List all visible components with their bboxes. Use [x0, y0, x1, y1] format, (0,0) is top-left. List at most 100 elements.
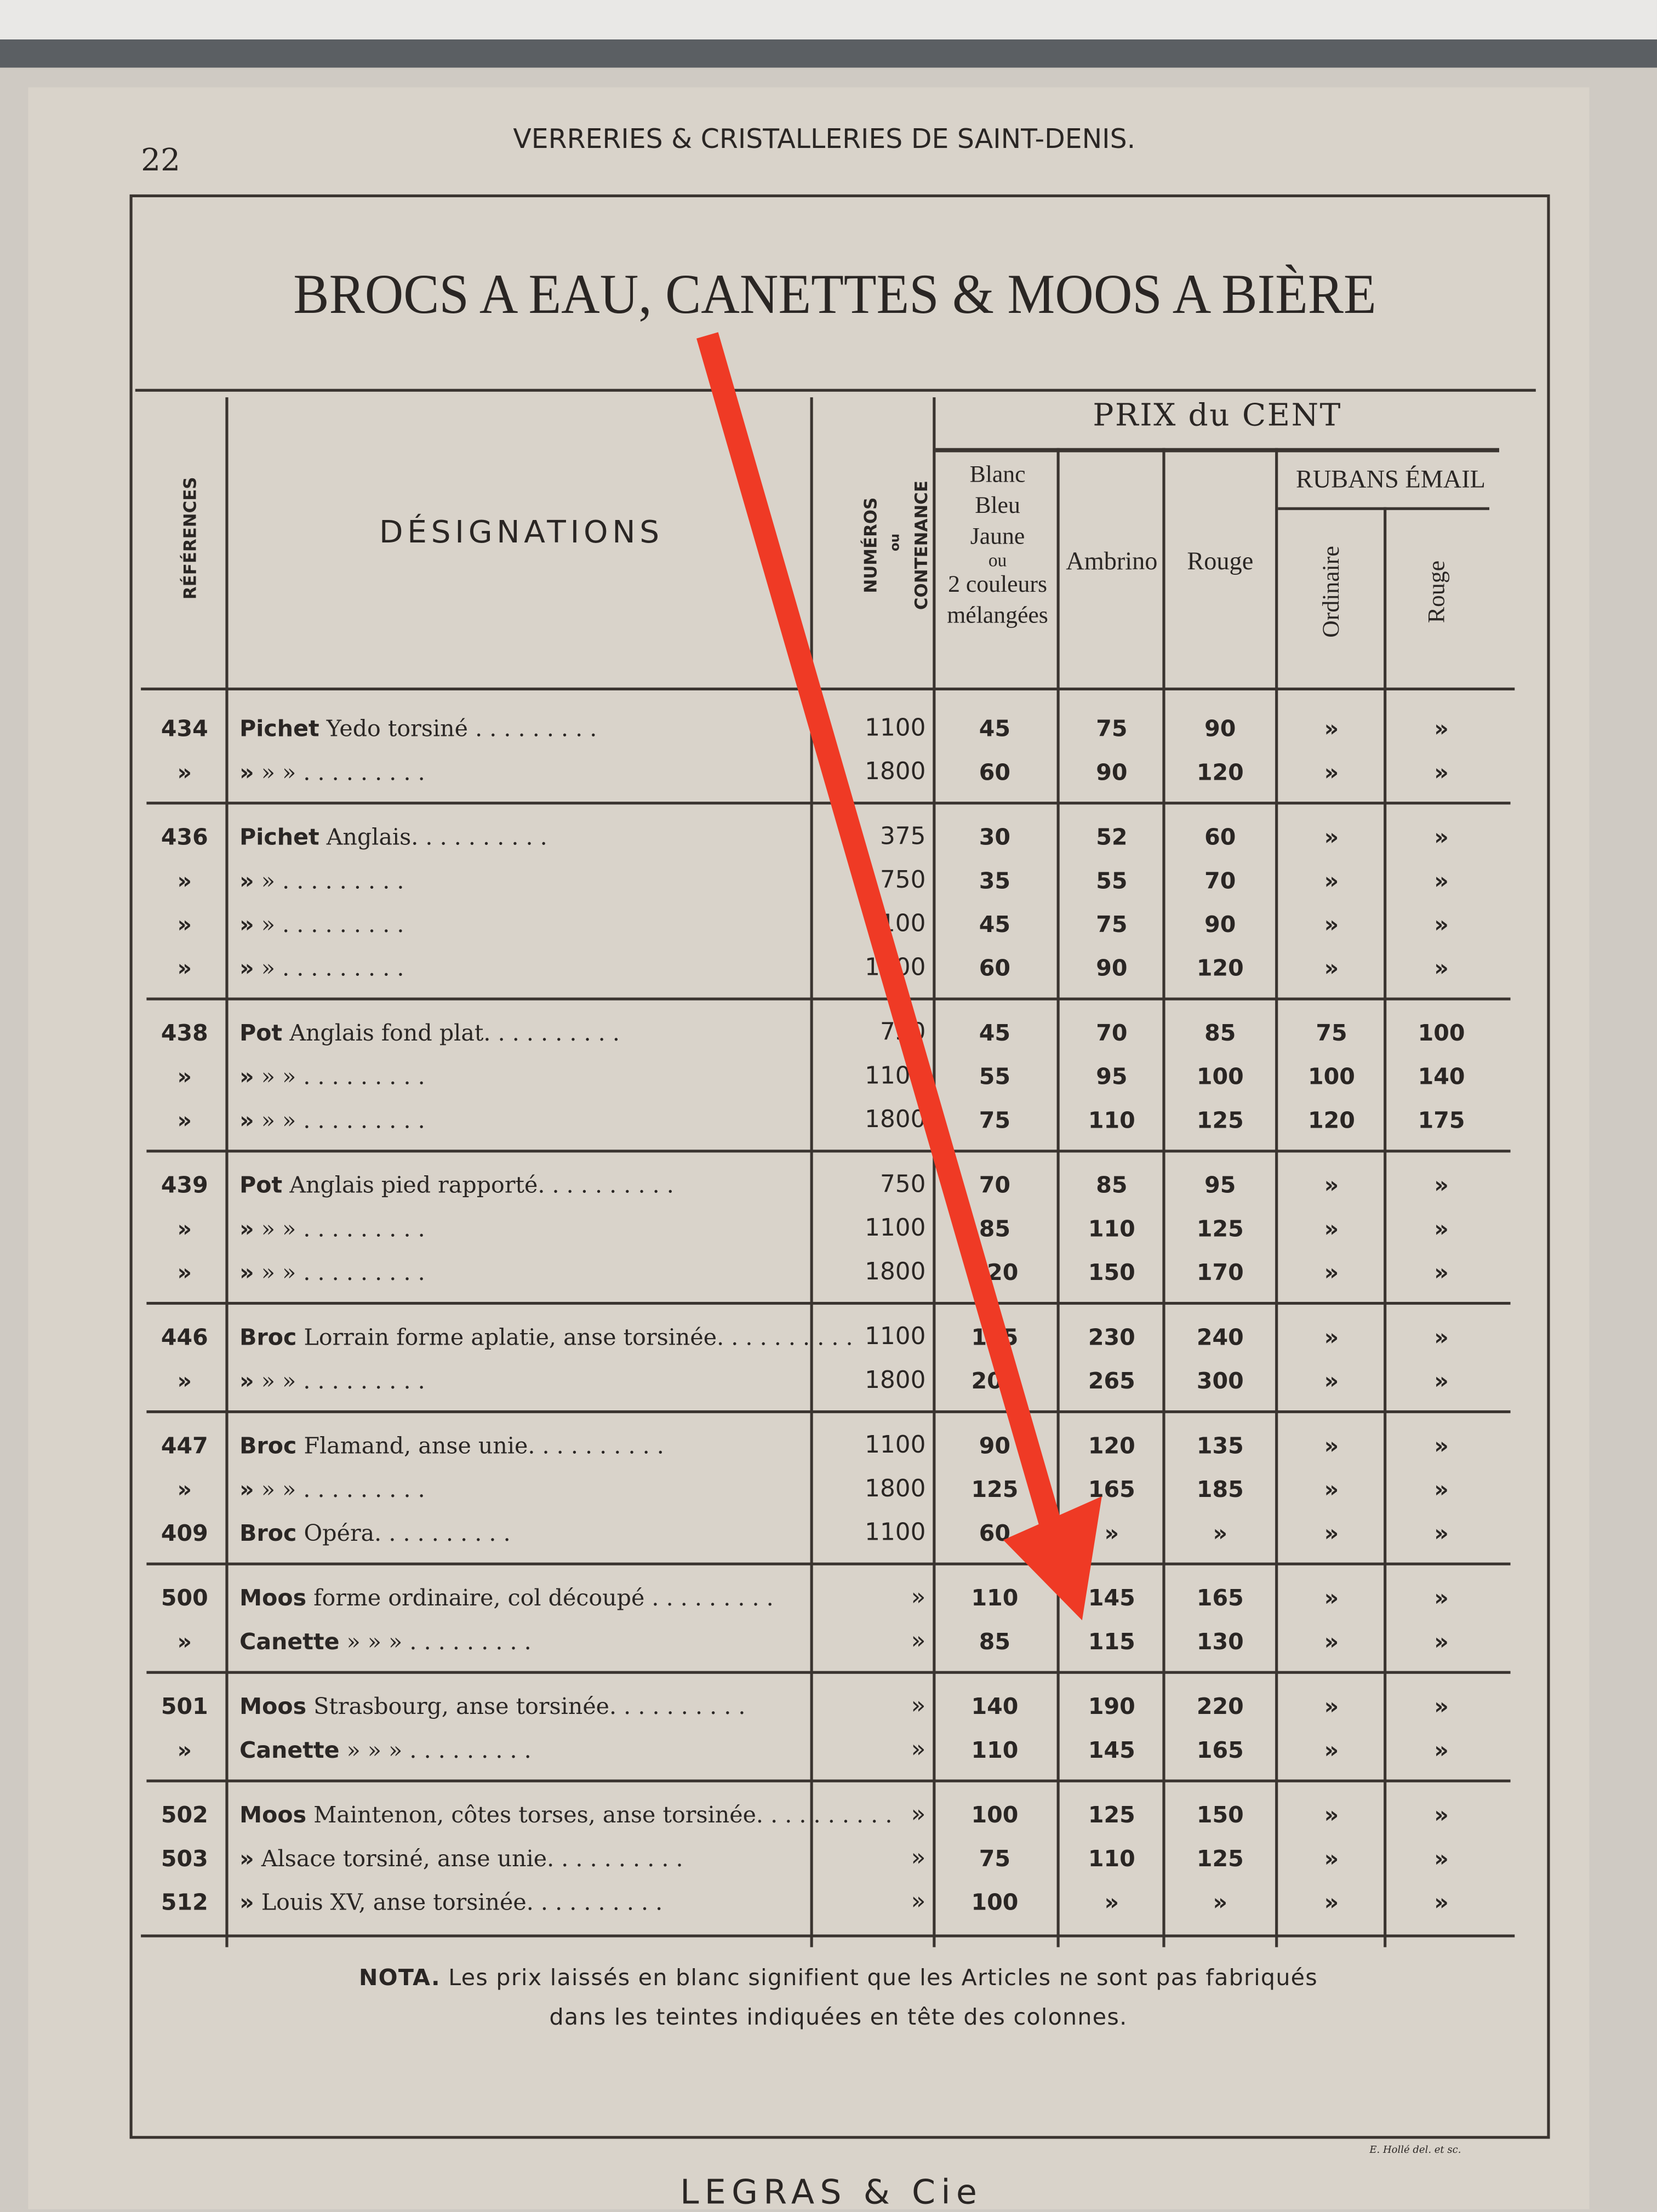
- designation: Broc Opéra. . . . . . . . . .: [239, 1519, 511, 1547]
- designation-name: »: [239, 758, 254, 786]
- designation: » » » . . . . . . . . .: [239, 1215, 425, 1242]
- price: »: [1434, 1432, 1449, 1459]
- designation-name: »: [239, 1476, 254, 1503]
- price: 110: [1088, 1215, 1135, 1242]
- table-title: BROCS A EAU, CANETTES & MOOS A BIÈRE: [293, 262, 1376, 325]
- column-header-line: ou: [988, 549, 1007, 571]
- designation-detail: Lorrain forme aplatie, anse torsinée.: [304, 1323, 724, 1351]
- nota-text: Les prix laissés en blanc signifient que…: [448, 1964, 1318, 1991]
- price: 140: [1418, 1063, 1465, 1090]
- page-sheet: [28, 87, 1590, 2209]
- price: 75: [979, 1845, 1011, 1872]
- price: »: [1324, 1736, 1339, 1764]
- price: »: [1324, 1171, 1339, 1198]
- designation-name: »: [239, 1106, 254, 1134]
- nota-text: dans les teintes indiquées en tête des c…: [549, 2003, 1128, 2031]
- rule: [146, 1410, 1511, 1414]
- designation-detail: » »: [261, 1106, 296, 1134]
- nota-label: NOTA.: [358, 1964, 441, 1991]
- price: 140: [971, 1693, 1019, 1720]
- price: 110: [971, 1736, 1019, 1764]
- price: »: [1434, 1693, 1449, 1720]
- designation: » » » . . . . . . . . .: [239, 758, 425, 786]
- footer: LEGRAS & Cie: [680, 2173, 983, 2212]
- nota: NOTA. Les prix laissés en blanc signifie…: [141, 1964, 1536, 1991]
- price: 85: [979, 1628, 1011, 1655]
- price: »: [1324, 1845, 1339, 1872]
- designation-name: Canette: [239, 1628, 340, 1655]
- price: »: [1434, 1476, 1449, 1503]
- capacity: 375: [879, 822, 926, 851]
- reference: 501: [161, 1693, 208, 1720]
- price: »: [1324, 1888, 1339, 1916]
- price: 185: [1196, 1476, 1244, 1503]
- price: 85: [979, 1215, 1011, 1242]
- rule: [146, 1779, 1511, 1782]
- price: »: [1434, 1736, 1449, 1764]
- rule: [146, 802, 1511, 805]
- reference: 439: [161, 1171, 208, 1198]
- price: »: [1324, 954, 1339, 981]
- designation-detail: Yedo torsiné: [326, 715, 468, 742]
- designation: Pot Anglais pied rapporté. . . . . . . .…: [239, 1171, 674, 1198]
- reference: 502: [161, 1801, 208, 1828]
- price: 240: [1196, 1323, 1244, 1351]
- price: 70: [1204, 867, 1236, 894]
- price: 230: [1088, 1323, 1135, 1351]
- designation-name: Moos: [239, 1584, 307, 1611]
- price: 165: [1088, 1476, 1135, 1503]
- price: »: [1213, 1888, 1228, 1916]
- price: 35: [979, 867, 1011, 894]
- designation: » » » . . . . . . . . .: [239, 1106, 425, 1134]
- designation-name: »: [239, 867, 254, 894]
- rule: [135, 388, 1536, 392]
- price: »: [1324, 1476, 1339, 1503]
- price: 120: [1196, 758, 1244, 786]
- designation-name: Broc: [239, 1323, 297, 1351]
- price: »: [1324, 1801, 1339, 1828]
- designation-detail: » »: [261, 1063, 296, 1090]
- column-header: Rouge: [1187, 546, 1254, 575]
- reference: »: [177, 1476, 192, 1503]
- price: 100: [971, 1888, 1019, 1916]
- designation-name: »: [239, 1259, 254, 1286]
- column-header: RUBANS ÉMAIL: [1296, 465, 1485, 493]
- rule: [146, 1301, 1511, 1305]
- reference: »: [177, 758, 192, 786]
- capacity: 1100: [865, 1431, 926, 1460]
- capacity: 1800: [865, 1106, 926, 1134]
- designation-detail: » »: [261, 1476, 296, 1503]
- designation-detail: Anglais.: [326, 823, 419, 850]
- price: 100: [1196, 1063, 1244, 1090]
- capacity: 1800: [865, 1258, 926, 1287]
- price: 60: [1204, 823, 1236, 850]
- reference: »: [177, 1628, 192, 1655]
- price: »: [1324, 823, 1339, 850]
- price: 52: [1096, 823, 1128, 850]
- designation: » » . . . . . . . . .: [239, 954, 404, 981]
- price: 75: [1096, 715, 1128, 742]
- price: 220: [1196, 1693, 1244, 1720]
- price: 120: [1196, 954, 1244, 981]
- designation-name: »: [239, 1063, 254, 1090]
- price: 145: [1088, 1584, 1135, 1611]
- designation: » » . . . . . . . . .: [239, 867, 404, 894]
- designation-name: »: [239, 911, 254, 938]
- capacity: 1800: [865, 758, 926, 786]
- price: 70: [979, 1171, 1011, 1198]
- reference: 438: [161, 1019, 208, 1047]
- price: »: [1434, 1628, 1449, 1655]
- rule: [225, 397, 228, 1947]
- price: 55: [979, 1063, 1011, 1090]
- reference: 503: [161, 1845, 208, 1872]
- designation-name: Pichet: [239, 823, 319, 850]
- price: »: [1434, 1323, 1449, 1351]
- reference: 446: [161, 1323, 208, 1351]
- price: 110: [1088, 1845, 1135, 1872]
- price: »: [1324, 867, 1339, 894]
- reference: 512: [161, 1888, 208, 1916]
- price: 135: [1196, 1432, 1244, 1459]
- capacity: 1100: [865, 1323, 926, 1351]
- designation-name: Broc: [239, 1519, 297, 1547]
